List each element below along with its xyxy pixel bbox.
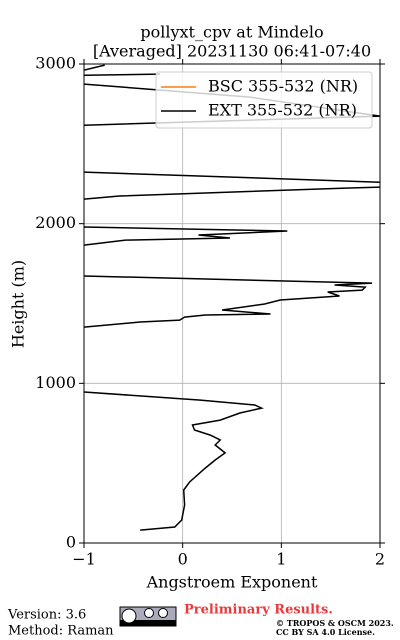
- x-tick-label: 2: [375, 550, 385, 569]
- x-tick-label: 0: [178, 550, 188, 569]
- y-tick-label: 2000: [35, 213, 76, 232]
- method: Method: Raman: [8, 624, 114, 639]
- plot-frame: [83, 63, 381, 544]
- copyright: © TROPOS & OSCM 2023.: [276, 618, 394, 628]
- legend-label: EXT 355-532 (NR): [208, 101, 357, 120]
- legend-box: [155, 71, 373, 129]
- cc-badge: [119, 606, 177, 627]
- version: Version: 3.6: [7, 608, 86, 623]
- notice: Preliminary Results.: [184, 603, 333, 618]
- x-tick-label: 1: [276, 550, 286, 569]
- legend-label: BSC 355-532 (NR): [208, 77, 358, 96]
- y-tick-label: 1000: [35, 373, 76, 392]
- data-line: [84, 64, 380, 531]
- chart-title: pollyxt_cpv at Mindelo: [140, 23, 323, 42]
- x-axis-label: Angstroem Exponent: [146, 573, 318, 592]
- y-tick-label: 3000: [35, 54, 76, 73]
- y-tick-label: 0: [66, 533, 76, 552]
- x-tick-label: −1: [72, 550, 96, 569]
- license: CC BY SA 4.0 License.: [276, 627, 375, 637]
- y-axis-label: Height (m): [9, 260, 28, 348]
- chart-subtitle: [Averaged] 20231130 06:41-07:40: [93, 42, 371, 61]
